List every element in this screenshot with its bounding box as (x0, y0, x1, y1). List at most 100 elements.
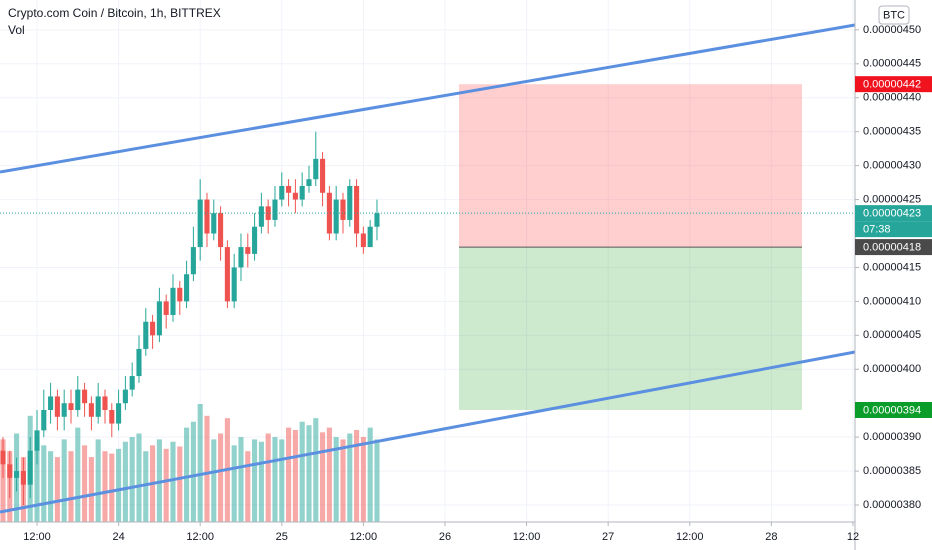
volume-bar (245, 451, 251, 522)
volume-bar (360, 437, 366, 522)
volume-bar (306, 425, 312, 522)
volume-bar (218, 433, 224, 522)
volume-bar (41, 445, 47, 522)
volume-bar (326, 427, 332, 522)
volume-bar (95, 439, 101, 522)
volume-bar (102, 451, 108, 522)
volume-bar (61, 439, 67, 522)
volume-bar (122, 441, 128, 522)
y-tick-label: 0.00000385 (863, 465, 921, 477)
volume-bar (374, 439, 380, 522)
countdown: 07:38 (863, 224, 891, 236)
y-tick-label: 0.00000380 (863, 499, 921, 511)
last-price-badge (855, 205, 932, 222)
candle-body (333, 199, 339, 234)
x-tick-label: 12:00 (676, 531, 704, 543)
volume-bar (211, 439, 217, 522)
candle-body (197, 199, 203, 248)
candle-body (48, 396, 54, 410)
y-tick-label: 0.00000400 (863, 363, 921, 375)
volume-bar (143, 451, 149, 522)
currency-box[interactable] (878, 5, 910, 25)
x-tick-label: 12:00 (350, 531, 378, 543)
y-tick-label: 0.00000450 (863, 24, 921, 36)
volume-bar (299, 421, 305, 522)
candle-body (326, 192, 332, 234)
volume-bar (333, 437, 339, 522)
candle-body (143, 321, 149, 349)
candle-body (41, 409, 47, 431)
y-tick-label: 0.00000440 (863, 92, 921, 104)
volume-bar (190, 421, 196, 522)
plot (0, 131, 855, 522)
volume-bar (292, 429, 298, 522)
candle-body (116, 403, 122, 424)
volume-label: Vol (8, 23, 25, 37)
stop-badge (855, 76, 932, 93)
target-badge (855, 401, 932, 418)
candle-body (204, 199, 210, 234)
candle-body (211, 213, 217, 234)
grid (0, 0, 855, 522)
candle-body (184, 274, 190, 302)
candle-body (306, 179, 312, 186)
candle-body (129, 376, 135, 390)
volume-bar (68, 451, 74, 522)
target-label: 0.00000394 (863, 404, 921, 416)
volume-bar (82, 445, 88, 522)
candle-body (54, 396, 60, 417)
y-tick-label: 0.00000445 (863, 58, 921, 70)
volume-bar (75, 427, 81, 522)
volume-bar (204, 415, 210, 522)
candle-body (163, 301, 169, 315)
x-tick-label: 28 (765, 531, 777, 543)
candle-body (102, 396, 108, 410)
volume-bar (354, 429, 360, 522)
x-tick-label: 12:00 (513, 531, 541, 543)
candle-body (0, 450, 6, 465)
last-price-label: 0.00000423 (863, 208, 921, 220)
stop-zone (459, 84, 802, 248)
candle-body (360, 233, 366, 248)
volume-bar (313, 418, 319, 522)
volume-bar (286, 427, 292, 522)
candle-body (122, 389, 128, 404)
x-tick-label: 26 (439, 531, 451, 543)
candle-body (82, 389, 88, 404)
volume-bar (136, 433, 142, 522)
x-tick-label: 27 (602, 531, 614, 543)
target-zone (459, 247, 802, 410)
y-tick-label: 0.00000425 (863, 193, 921, 205)
volume-bar (34, 439, 40, 522)
trend-line (0, 350, 856, 514)
candle-body (177, 287, 183, 302)
candle-body (299, 185, 305, 200)
x-tick-label: 24 (112, 531, 124, 543)
volume-bar (320, 432, 326, 522)
volume-bar (88, 457, 94, 522)
x-tick-label: 12:00 (23, 531, 51, 543)
volume-bar (116, 448, 122, 522)
volume-bar (177, 446, 183, 522)
candle-body (109, 409, 115, 424)
y-tick-label: 0.00000430 (863, 160, 921, 172)
volume-bar (0, 439, 6, 522)
position-tool (459, 84, 802, 410)
candle-body (218, 213, 224, 248)
candle-body (20, 471, 26, 485)
candle-body (156, 301, 162, 336)
candle-body (14, 471, 20, 478)
candle-body (354, 185, 360, 234)
y-tick-label: 0.00000390 (863, 431, 921, 443)
y-tick-label: 0.00000435 (863, 126, 921, 138)
candle-body (75, 389, 81, 410)
volume-bar (252, 439, 258, 522)
volume-bar (272, 437, 278, 522)
x-tick-label: 12:00 (186, 531, 214, 543)
volume-bar (163, 448, 169, 522)
candle-body (258, 206, 264, 227)
candle-body (374, 213, 380, 227)
